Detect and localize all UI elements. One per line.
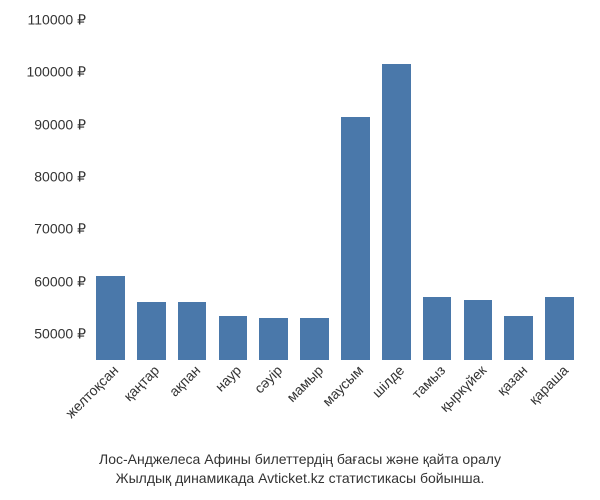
y-axis: 50000 ₽ 60000 ₽ 70000 ₽ 80000 ₽ 90000 ₽ 10000… [0,20,90,360]
bar [341,117,370,360]
bar-slot [172,20,213,360]
bar [219,316,248,360]
y-tick-label: 100000 ₽ [26,64,86,81]
x-label-slot: сәуір [253,362,294,452]
bar-slot [417,20,458,360]
bar [464,300,493,360]
bar [259,318,288,360]
bar-slot [253,20,294,360]
chart-caption: Лос-Анджелеса Афины билеттердің бағасы ж… [0,450,600,488]
x-axis: желтоқсанқаңтарақпаннаурсәуірмамырмаусым… [90,362,580,452]
bar-slot [294,20,335,360]
bar-slot [90,20,131,360]
x-label-slot: қараша [539,362,580,452]
bar [504,316,533,360]
caption-line-2: Жылдық динамикада Avticket.kz статистика… [0,469,600,488]
plot-area [90,20,580,360]
bar-slot [498,20,539,360]
x-tick-label: желтоқсан [63,362,122,421]
bar-slot [131,20,172,360]
bar [545,297,574,360]
x-tick-label: сәуір [251,362,285,396]
bar-slot [212,20,253,360]
y-tick-label: 80000 ₽ [34,168,86,185]
y-tick-label: 60000 ₽ [34,273,86,290]
y-tick-label: 50000 ₽ [34,325,86,342]
bar [300,318,329,360]
bar-slot [539,20,580,360]
bar [178,302,207,360]
bar [423,297,452,360]
bars-container [90,20,580,360]
x-tick-label: қазан [493,362,530,399]
bar [137,302,166,360]
y-tick-label: 110000 ₽ [28,12,86,29]
x-label-slot: наур [212,362,253,452]
x-label-slot: желтоқсан [90,362,131,452]
x-label-slot: қыркүйек [457,362,498,452]
x-label-slot: қаңтар [131,362,172,452]
caption-line-1: Лос-Анджелеса Афины билеттердің бағасы ж… [0,450,600,469]
bar [96,276,125,360]
price-chart: 50000 ₽ 60000 ₽ 70000 ₽ 80000 ₽ 90000 ₽ 10000… [0,0,600,500]
y-tick-label: 70000 ₽ [34,221,86,238]
x-tick-label: наур [212,362,245,395]
x-label-slot: маусым [335,362,376,452]
bar-slot [457,20,498,360]
bar [382,64,411,360]
x-label-slot: ақпан [172,362,213,452]
bar-slot [335,20,376,360]
y-tick-label: 90000 ₽ [34,116,86,133]
bar-slot [376,20,417,360]
x-tick-label: ақпан [166,362,203,399]
x-label-slot: шілде [376,362,417,452]
x-label-slot: қазан [498,362,539,452]
